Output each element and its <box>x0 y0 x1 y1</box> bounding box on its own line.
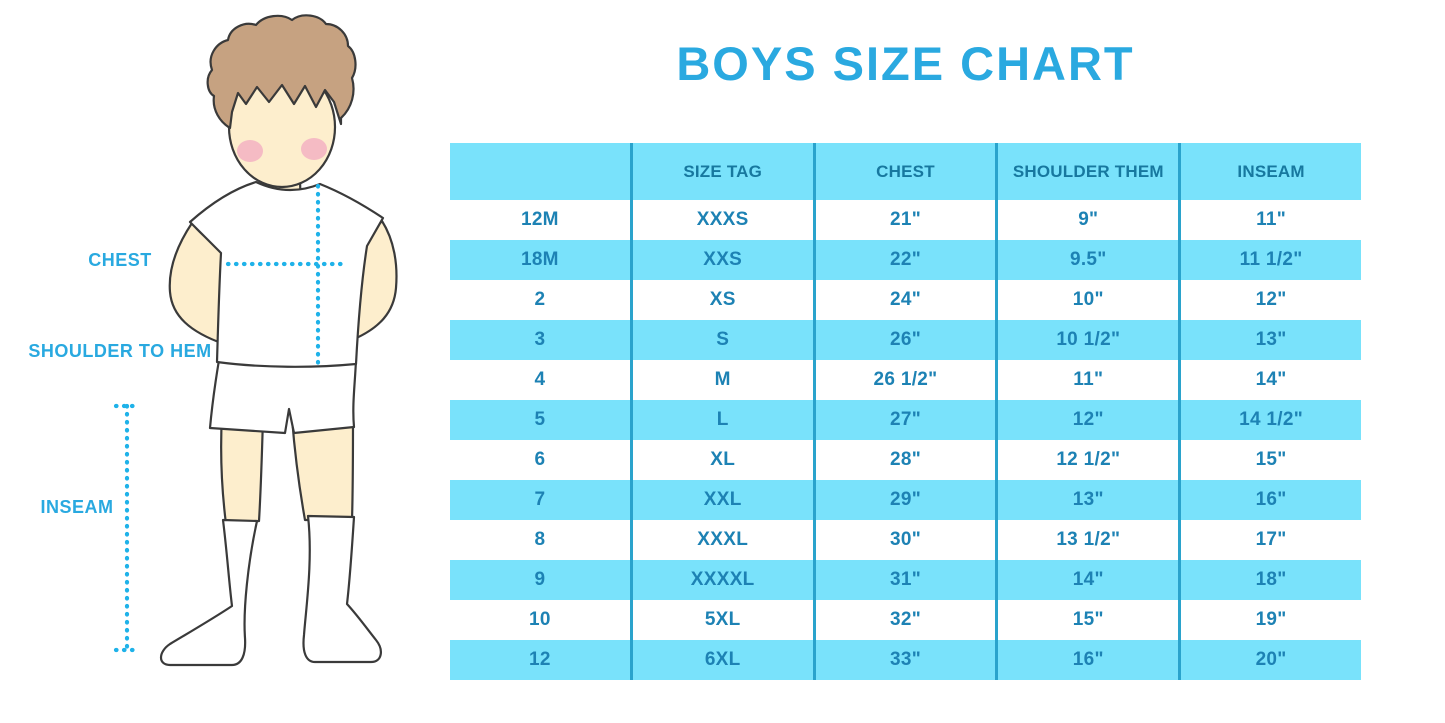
cell-size-tag: 5XL <box>633 600 816 640</box>
cell-size-tag: 6XL <box>633 640 816 680</box>
cell-chest: 30" <box>816 520 999 560</box>
cell-chest: 26 1/2" <box>816 360 999 400</box>
cell-size-tag: XL <box>633 440 816 480</box>
cell-shoulder: 13" <box>998 480 1182 520</box>
cell-shoulder: 10 1/2" <box>998 320 1182 360</box>
cell-shoulder: 9" <box>998 200 1182 240</box>
cell-size: 7 <box>450 480 633 520</box>
cell-shoulder: 11" <box>998 360 1182 400</box>
hair-shape <box>206 14 357 130</box>
table-row: 6 XL 28" 12 1/2" 15" <box>450 440 1361 480</box>
cell-size: 8 <box>450 520 633 560</box>
table-row: 8 XXXL 30" 13 1/2" 17" <box>450 520 1361 560</box>
cell-shoulder: 12" <box>998 400 1182 440</box>
cell-inseam: 12" <box>1255 289 1287 310</box>
header-cell-blank <box>450 143 633 200</box>
cell-size: 3 <box>450 320 633 360</box>
cell-size: 6 <box>450 440 633 480</box>
header-cell-inseam: INSEAM <box>1237 161 1305 181</box>
cell-chest: 22" <box>816 240 999 280</box>
cell-size-tag: XXL <box>633 480 816 520</box>
cell-size-tag: XS <box>633 280 816 320</box>
table-row: 18M XXS 22" 9.5" 11 1/2" <box>450 240 1361 280</box>
shorts-shape <box>208 358 358 435</box>
cell-inseam: 19" <box>1255 609 1287 630</box>
cell-inseam: 14 1/2" <box>1239 409 1304 430</box>
cell-shoulder: 15" <box>998 600 1182 640</box>
table-row: 7 XXL 29" 13" 16" <box>450 480 1361 520</box>
right-sock-shape <box>302 514 382 664</box>
cell-shoulder: 14" <box>998 560 1182 600</box>
cell-chest: 24" <box>816 280 999 320</box>
header-cell-size-tag: SIZE TAG <box>633 143 816 200</box>
cell-inseam: 14" <box>1255 369 1287 390</box>
tshirt-shape <box>188 180 385 368</box>
table-row: 12M XXXS 21" 9" 11" <box>450 200 1361 240</box>
cell-size-tag: XXS <box>633 240 816 280</box>
table-row: 9 XXXXL 31" 14" 18" <box>450 560 1361 600</box>
cell-size-tag: S <box>633 320 816 360</box>
header-cell-chest: CHEST <box>816 143 999 200</box>
cell-size: 12 <box>450 640 633 680</box>
cell-size: 2 <box>450 280 633 320</box>
boy-figure-illustration <box>113 14 398 667</box>
cell-size: 18M <box>450 240 633 280</box>
left-blush <box>237 140 263 162</box>
cell-inseam: 20" <box>1255 649 1287 670</box>
cell-chest: 26" <box>816 320 999 360</box>
cell-inseam: 15" <box>1255 449 1287 470</box>
cell-chest: 27" <box>816 400 999 440</box>
inseam-label: INSEAM <box>40 497 114 517</box>
cell-size: 12M <box>450 200 633 240</box>
chest-label: CHEST <box>88 250 152 270</box>
shoulder-to-hem-label: SHOULDER TO HEM <box>28 341 212 361</box>
cell-chest: 28" <box>816 440 999 480</box>
cell-chest: 29" <box>816 480 999 520</box>
cell-inseam: 16" <box>1255 489 1287 510</box>
cell-chest: 32" <box>816 600 999 640</box>
cell-size: 10 <box>450 600 633 640</box>
header-cell-shoulder: SHOULDER THEM <box>998 143 1182 200</box>
table-row: 3 S 26" 10 1/2" 13" <box>450 320 1361 360</box>
left-sock-shape <box>159 518 259 667</box>
cell-inseam: 13" <box>1255 329 1287 350</box>
cell-shoulder: 9.5" <box>998 240 1182 280</box>
cell-inseam: 17" <box>1255 529 1287 550</box>
table-row: 4 M 26 1/2" 11" 14" <box>450 360 1361 400</box>
cell-inseam: 11" <box>1256 209 1287 230</box>
cell-size: 5 <box>450 400 633 440</box>
table-row: 12 6XL 33" 16" 20" <box>450 640 1361 680</box>
cell-shoulder: 10" <box>998 280 1182 320</box>
left-leg-shape <box>220 413 265 526</box>
cell-size-tag: M <box>633 360 816 400</box>
cell-size-tag: L <box>633 400 816 440</box>
size-chart-table: SIZE TAG CHEST SHOULDER THEM INSEAM 12M … <box>450 143 1361 680</box>
cell-size-tag: XXXS <box>633 200 816 240</box>
cell-chest: 33" <box>816 640 999 680</box>
table-row: 5 L 27" 12" 14 1/2" <box>450 400 1361 440</box>
cell-inseam: 18" <box>1255 569 1287 590</box>
table-header-row: SIZE TAG CHEST SHOULDER THEM INSEAM <box>450 143 1361 200</box>
cell-shoulder: 16" <box>998 640 1182 680</box>
cell-size: 4 <box>450 360 633 400</box>
right-blush <box>301 138 327 160</box>
cell-chest: 21" <box>816 200 999 240</box>
cell-shoulder: 12 1/2" <box>998 440 1182 480</box>
cell-shoulder: 13 1/2" <box>998 520 1182 560</box>
cell-size-tag: XXXXL <box>633 560 816 600</box>
cell-inseam: 11 1/2" <box>1239 249 1303 270</box>
table-row: 2 XS 24" 10" 12" <box>450 280 1361 320</box>
cell-size-tag: XXXL <box>633 520 816 560</box>
cell-chest: 31" <box>816 560 999 600</box>
page-title: BOYS SIZE CHART <box>676 37 1135 90</box>
cell-size: 9 <box>450 560 633 600</box>
table-row: 10 5XL 32" 15" 19" <box>450 600 1361 640</box>
